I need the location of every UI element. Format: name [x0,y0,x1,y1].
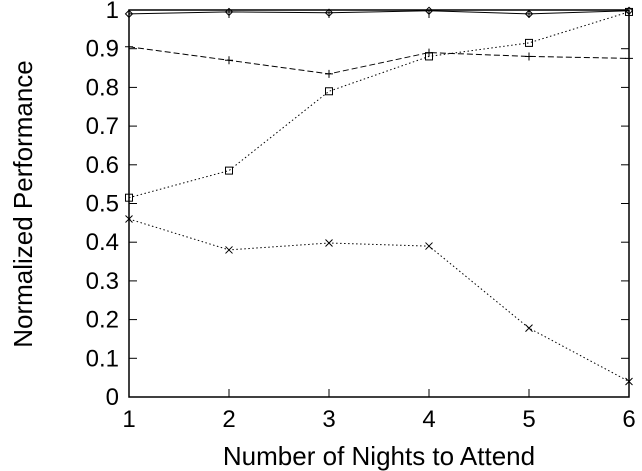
x-tick-label: 1 [122,406,135,433]
y-tick-label: 1 [106,0,119,24]
x-tick-label: 6 [622,406,635,433]
data-point-square [425,52,433,61]
data-point-square [125,193,133,202]
series-line-square [128,11,630,199]
x-axis-label: Number of Nights to Attend [223,441,535,471]
data-point-plus [325,69,333,78]
x-axis-ticks: 1 2 3 4 5 6 [122,10,636,433]
y-tick-label: 0.7 [86,113,119,140]
y-tick-label: 0.8 [86,74,119,101]
data-point-plus [225,56,233,65]
data-point-cross [525,324,533,332]
data-point-diamond [124,9,134,19]
series-layer [124,6,634,386]
data-point-cross [225,246,233,254]
data-point-diamond [324,8,334,17]
data-point-cross [325,239,333,247]
series-line-plus [128,46,630,75]
y-tick-label: 0 [106,384,119,411]
data-point-cross [125,215,133,223]
x-tick-label: 4 [422,406,435,433]
y-axis-ticks: 0 0.1 0.2 0.3 0.4 0.5 0.6 0.7 0.8 0.9 1 [86,0,629,411]
data-point-square [625,7,633,16]
data-point-square [525,38,533,47]
data-point-diamond [424,6,434,15]
data-point-cross [425,242,433,250]
y-tick-label: 0.4 [86,229,119,256]
data-point-diamond [524,9,534,19]
data-point-plus [625,54,633,63]
data-point-diamond [224,7,234,17]
series-line-diamond [128,10,630,15]
y-tick-label: 0.2 [86,307,119,334]
x-tick-label: 5 [522,406,535,433]
series-line-cross [128,218,630,382]
x-tick-label: 2 [222,406,235,433]
y-tick-label: 0.9 [86,36,119,63]
y-tick-label: 0.1 [86,345,119,372]
y-axis-label: Normalized Performance [8,60,38,348]
data-point-square [325,87,333,96]
data-point-plus [125,42,133,51]
data-point-cross [625,377,633,386]
plot-frame [128,9,630,398]
data-point-diamond [624,6,634,15]
y-tick-label: 0.5 [86,191,119,218]
y-tick-label: 0.3 [86,268,119,295]
x-tick-label: 3 [322,406,335,433]
data-point-square [225,166,233,175]
y-tick-label: 0.6 [86,152,119,179]
data-point-plus [525,52,533,61]
